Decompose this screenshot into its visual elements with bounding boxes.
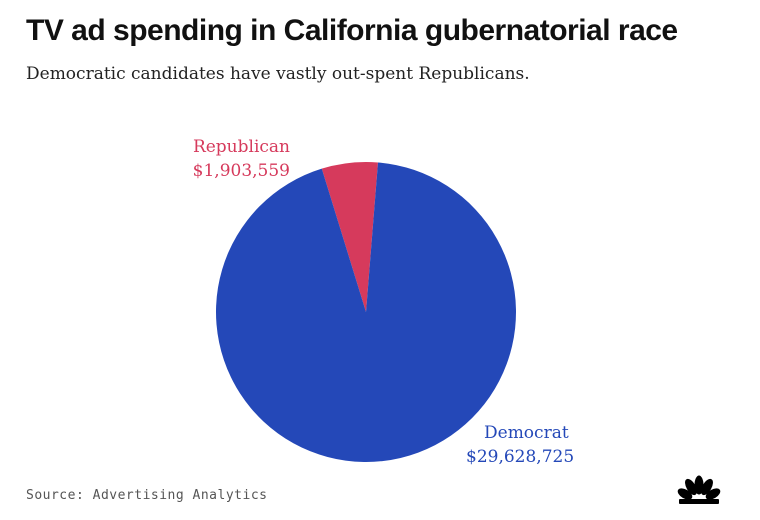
slice-label-republican-name: Republican [193, 137, 290, 157]
slice-label-democrat-value: $29,628,725 [466, 447, 574, 467]
slice-label-democrat-name: Democrat [484, 423, 569, 443]
pie-slice-democrat [215, 162, 516, 463]
pie-slices [215, 162, 516, 463]
chart-subtitle: Democratic candidates have vastly out-sp… [26, 64, 530, 84]
source-note: Source: Advertising Analytics [26, 488, 268, 503]
chart-title: TV ad spending in California gubernatori… [26, 14, 678, 47]
pie-slice-republican [321, 162, 378, 312]
slice-label-republican-value: $1,903,559 [193, 161, 290, 181]
nbc-peacock-icon [677, 475, 721, 504]
